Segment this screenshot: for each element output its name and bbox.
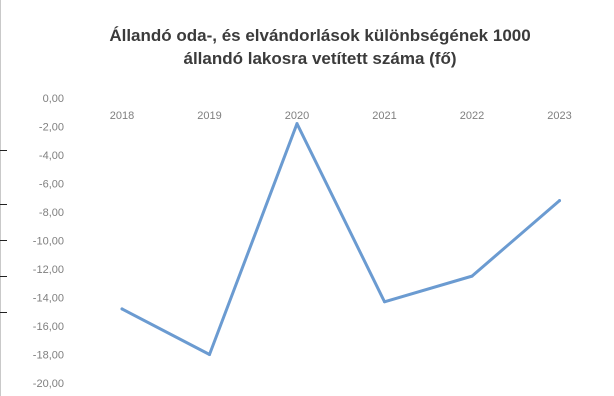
- data-point: [470, 274, 474, 278]
- data-point: [120, 307, 124, 311]
- chart-title: Állandó oda-, és elvándorlások különbség…: [40, 24, 600, 70]
- left-edge-marks: [0, 0, 8, 396]
- x-tick-label: 2023: [547, 110, 571, 122]
- y-tick-label: 0,00: [43, 93, 64, 105]
- y-tick-label: -18,00: [33, 350, 64, 362]
- x-tick-label: 2020: [285, 110, 309, 122]
- y-tick-label: -20,00: [33, 378, 64, 390]
- data-point: [558, 199, 561, 203]
- y-tick-label: -2,00: [39, 122, 64, 134]
- chart-title-line-1: Állandó oda-, és elvándorlások különbség…: [109, 26, 531, 45]
- data-point: [208, 353, 211, 356]
- x-tick-label: 2021: [372, 110, 396, 122]
- x-tick-label: 2018: [110, 110, 134, 122]
- series-line: [120, 122, 561, 356]
- y-tick-label: -12,00: [33, 264, 64, 276]
- y-tick-label: -14,00: [33, 293, 64, 305]
- data-point: [295, 122, 299, 126]
- data-point: [383, 300, 386, 304]
- chart-title-line-2: állandó lakosra vetített száma (fő): [183, 49, 457, 68]
- y-tick-label: -8,00: [39, 207, 64, 219]
- y-tick-label: -16,00: [33, 321, 64, 333]
- y-tick-label: -10,00: [33, 236, 64, 248]
- y-tick-label: -6,00: [39, 179, 64, 191]
- x-tick-label: 2022: [460, 110, 484, 122]
- x-tick-label: 2019: [197, 110, 221, 122]
- y-tick-label: -4,00: [39, 150, 64, 162]
